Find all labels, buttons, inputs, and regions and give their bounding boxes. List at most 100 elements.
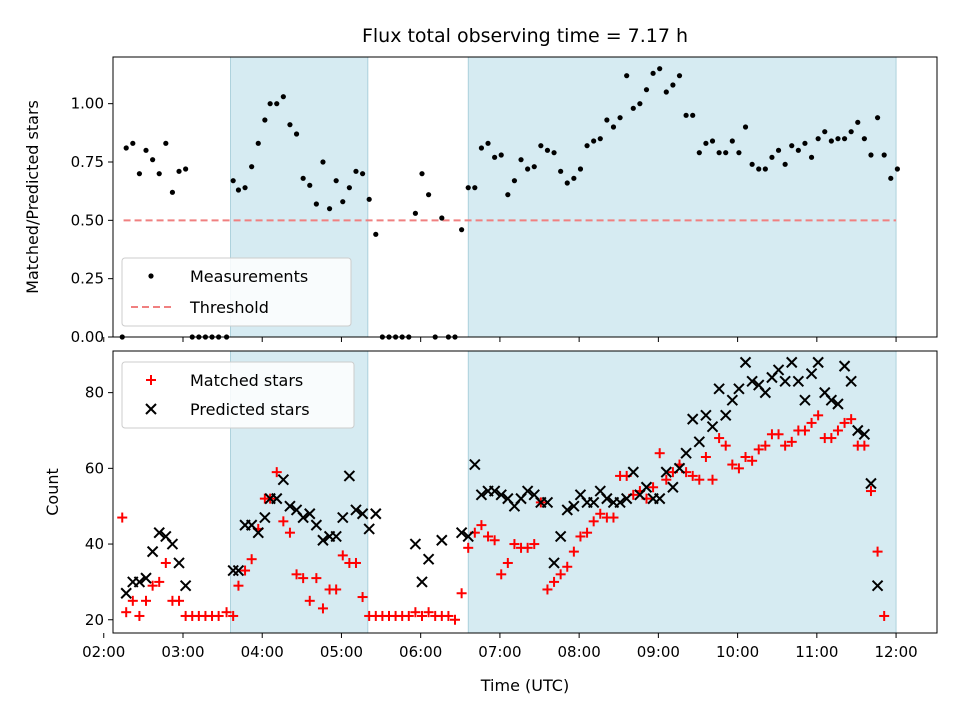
measurement-point <box>293 131 300 137</box>
measurement-point <box>690 112 696 118</box>
measurement-point <box>637 101 643 107</box>
measurement-point <box>274 101 280 107</box>
matched-star-point <box>740 451 751 462</box>
matched-star-point <box>443 610 454 621</box>
x-tick-label: 03:00 <box>161 643 204 661</box>
measurement-point <box>742 124 749 130</box>
predicted-star-point <box>304 508 316 520</box>
predicted-star-point <box>232 564 245 577</box>
predicted-star-point <box>284 500 296 512</box>
y-tick-label: 1.00 <box>71 95 104 113</box>
predicted-star-point <box>252 526 264 539</box>
y-tick-label: 0.50 <box>71 211 104 229</box>
measurement-point <box>313 201 319 207</box>
measurement-point <box>538 143 544 149</box>
measurement-point <box>518 157 524 163</box>
matched-star-point <box>410 607 421 618</box>
measurement-point <box>373 231 379 237</box>
predicted-star-point <box>541 496 554 509</box>
matched-star-point <box>832 425 843 436</box>
matched-star-point <box>806 417 817 428</box>
predicted-star-point <box>521 485 534 497</box>
measurement-point <box>604 117 610 123</box>
predicted-star-point <box>614 496 626 509</box>
measurement-point <box>683 112 689 118</box>
x-tick-label: 07:00 <box>478 643 521 661</box>
x-tick-label: 05:00 <box>320 643 363 661</box>
matched-star-point <box>463 542 474 553</box>
measurement-point <box>262 117 268 123</box>
predicted-star-point <box>825 394 838 406</box>
predicted-star-point <box>739 356 752 369</box>
measurement-point <box>439 215 445 221</box>
matched-star-point <box>357 592 368 603</box>
predicted-star-point <box>700 409 712 422</box>
measurement-point <box>176 168 182 174</box>
measurement-point <box>551 150 557 156</box>
measurement-point <box>663 89 669 95</box>
predicted-star-point <box>297 511 309 524</box>
predicted-star-point <box>812 356 824 369</box>
matched-star-point <box>799 425 810 436</box>
predicted-star-point <box>845 375 857 387</box>
measurement-point <box>505 192 511 198</box>
predicted-star-point <box>620 492 633 505</box>
measurement-point <box>716 150 722 156</box>
measurement-point <box>795 147 801 153</box>
measurement-point <box>183 166 189 172</box>
predicted-star-point <box>601 492 613 505</box>
measurement-point <box>472 185 478 191</box>
measurement-point <box>775 147 782 153</box>
matched-star-point <box>233 580 244 591</box>
matched-star-point <box>720 440 731 451</box>
matched-star-point <box>117 512 128 523</box>
ratio-panel-y-axis: 0.00 0.25 0.50 0.75 1.00 <box>71 95 113 346</box>
measurement-point <box>485 140 491 146</box>
measurement-point <box>571 175 577 181</box>
measurement-point <box>123 145 129 151</box>
predicted-star-point <box>660 466 673 478</box>
measurement-point <box>558 168 564 174</box>
measurement-point <box>815 136 821 142</box>
measurement-point <box>624 73 630 79</box>
matched-star-point <box>562 561 573 572</box>
measurement-point <box>835 136 841 142</box>
predicted-star-point <box>488 485 501 497</box>
matched-star-point <box>865 486 876 497</box>
matched-star-point <box>221 607 232 618</box>
predicted-star-point <box>673 462 686 475</box>
measurement-point <box>617 115 623 121</box>
predicted-star-point <box>653 492 666 505</box>
measurement-point <box>287 122 293 128</box>
measurement-point <box>426 192 432 198</box>
measurement-point <box>597 136 603 142</box>
measurement-point <box>630 105 636 111</box>
y-tick-label: 80 <box>85 384 104 402</box>
measurement-point <box>762 166 768 172</box>
predicted-star-point <box>173 557 185 569</box>
ratio-panel-shaded-spans <box>230 56 897 338</box>
predicted-star-point <box>310 519 323 531</box>
measurement-point <box>564 180 570 186</box>
predicted-star-point <box>422 553 435 565</box>
measurement-point <box>359 171 366 177</box>
measurement-point <box>749 161 755 167</box>
matched-star-point <box>141 595 152 606</box>
shaded-span-1 <box>467 56 897 338</box>
measurement-point <box>802 140 808 146</box>
predicted-star-point <box>799 394 811 406</box>
legend-label-matched: Matched stars <box>190 371 303 390</box>
matched-star-point <box>529 539 540 550</box>
predicted-star-point <box>627 466 639 478</box>
matched-star-point <box>661 474 672 485</box>
measurement-point <box>169 189 176 195</box>
matched-star-point <box>687 470 698 481</box>
measurement-point <box>769 154 775 160</box>
ratio-panel-frame <box>112 56 938 338</box>
matched-star-point <box>496 569 507 580</box>
x-tick-label: 04:00 <box>241 643 284 661</box>
matched-star-point <box>121 607 132 618</box>
x-tick-label: 09:00 <box>637 643 680 661</box>
y-tick-label: 20 <box>85 611 104 629</box>
